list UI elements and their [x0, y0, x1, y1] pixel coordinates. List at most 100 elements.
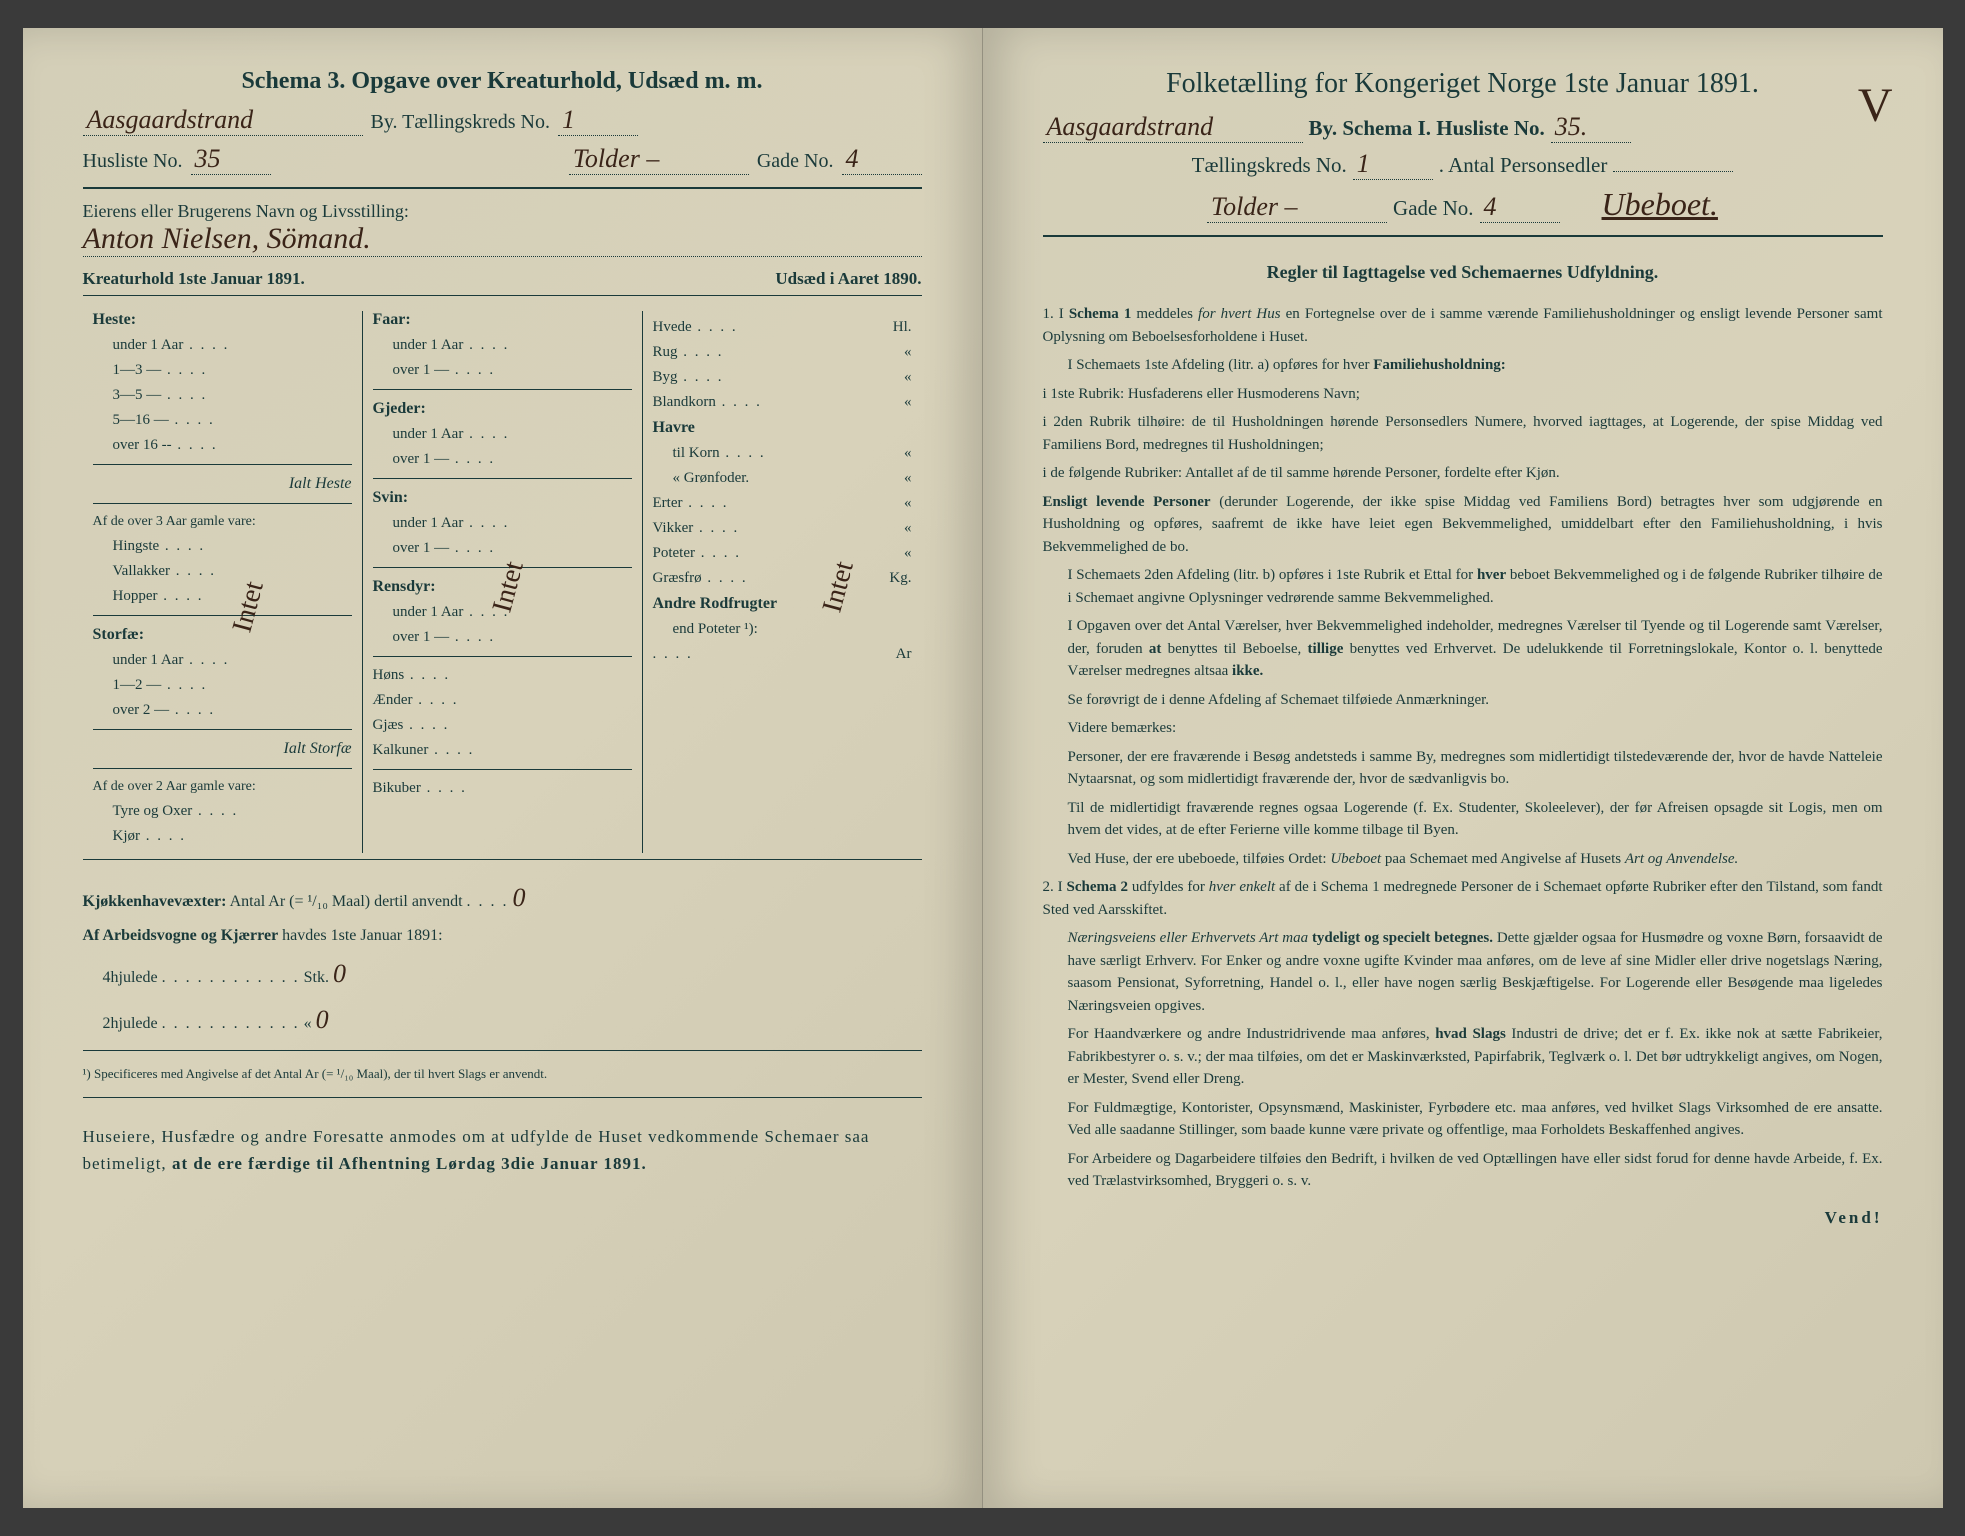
c2-r1: under 1 Aar: [393, 337, 510, 354]
rule-2: 2. I Schema 2 udfyldes for hver enkelt a…: [1043, 879, 1883, 918]
fourwheel-unit: Stk.: [304, 969, 329, 986]
c2-gjeder: Gjeder:: [373, 400, 632, 418]
fourwheel: 4hjulede: [103, 969, 158, 986]
left-byname-hw: Aasgaardstrand: [83, 105, 363, 136]
rule-1d: i de følgende Rubriker: Antallet af de t…: [1043, 465, 1560, 481]
left-by-label: By. Tællingskreds No.: [371, 111, 550, 134]
antal-field: [1613, 171, 1733, 172]
c1-sub2: Af de over 2 Aar gamle vare:: [93, 779, 352, 795]
right-kreds-hw: 1: [1353, 149, 1433, 180]
rule-2c: For Fuldmægtige, Kontorister, Opsynsmænd…: [1068, 1100, 1883, 1139]
col3: Intet HvedeHl. Rug« Byg« Blandkorn« Havr…: [643, 311, 922, 853]
rule-1l: Ved Huse, der ere ubeboede, tilføies Ord…: [1068, 851, 1739, 867]
left-husliste-hw: 35: [191, 144, 271, 175]
kjokken-hw: 0: [513, 883, 526, 912]
left-kreds-hw: 1: [558, 105, 638, 136]
schema3-title: Schema 3. Opgave over Kreaturhold, Udsæd…: [83, 68, 922, 95]
hr1: [83, 187, 922, 189]
c1-s1a: Hingste: [113, 538, 206, 555]
footer-text: Huseiere, Husfædre og andre Foresatte an…: [83, 1123, 922, 1177]
rule-1c: i 2den Rubrik tilhøire: de til Husholdni…: [1043, 414, 1883, 453]
c2-svin: Svin:: [373, 489, 632, 507]
kreatur-left: Kreaturhold 1ste Januar 1891.: [83, 269, 305, 289]
c1-sub1: Af de over 3 Aar gamle vare:: [93, 514, 352, 530]
c2-faar: Faar:: [373, 311, 632, 329]
twowheel-unit: «: [304, 1015, 312, 1032]
kjokken-label: Kjøkkenhavevæxter:: [83, 893, 227, 910]
right-gade-label: Gade No.: [1393, 196, 1473, 221]
right-kreds-label: Tællingskreds No.: [1192, 153, 1347, 178]
c3-u5b: «: [904, 470, 912, 487]
c2-bikuber: Bikuber: [373, 780, 467, 797]
rules-body: 1. I Schema 1 meddeles for hvert Hus en …: [1043, 303, 1883, 1193]
right-husliste-hw: 35.: [1551, 112, 1631, 143]
right-page: V Folketælling for Kongeriget Norge 1ste…: [983, 28, 1943, 1508]
c1-r4: 5—16 —: [113, 412, 215, 429]
left-gadeno-hw: 4: [842, 144, 922, 175]
left-page: Schema 3. Opgave over Kreaturhold, Udsæd…: [23, 28, 983, 1508]
c1-s1b: Vallakker: [113, 563, 216, 580]
hr3: [83, 859, 922, 860]
rule-1j: Personer, der ere fraværende i Besøg and…: [1068, 749, 1883, 788]
left-gade-label: Gade No.: [757, 150, 834, 173]
rule-1i: Videre bemærkes:: [1068, 720, 1177, 736]
regler-title: Regler til Iagttagelse ved Schemaernes U…: [1043, 262, 1883, 283]
arbeids-label: Af Arbeidsvogne og Kjærrer: [83, 927, 279, 944]
arbeids-text: havdes 1ste Januar 1891:: [282, 927, 442, 944]
c3-r6: Erter: [653, 495, 729, 512]
c2-r3: under 1 Aar: [393, 426, 510, 443]
hr4: [83, 1050, 922, 1051]
c3-havre: Havre: [653, 419, 912, 437]
c1-r5: over 16 --: [113, 437, 218, 454]
owner-label: Eierens eller Brugerens Navn og Livsstil…: [83, 201, 922, 222]
rule-1e: Ensligt levende Personer (derunder Loger…: [1043, 494, 1883, 555]
c2-kalkuner: Kalkuner: [373, 742, 475, 759]
c3-u2: «: [904, 344, 912, 361]
book-spread: Schema 3. Opgave over Kreaturhold, Udsæd…: [23, 28, 1943, 1508]
c3-u1: Hl.: [893, 319, 912, 336]
rule-2d: For Arbeidere og Dagarbeidere tilføies d…: [1068, 1151, 1883, 1190]
c3-r9: Græsfrø: [653, 570, 748, 587]
livestock-grid: Intet Heste: under 1 Aar 1—3 — 3—5 — 5—1…: [83, 311, 922, 853]
c3-r1: Hvede: [653, 319, 738, 336]
left-husliste-label: Husliste No.: [83, 150, 183, 173]
c3-rodfr: Andre Rodfrugter: [653, 595, 912, 613]
bottom-section: Kjøkkenhavevæxter: Antal Ar (= ¹/₁₀ Maal…: [83, 875, 922, 1044]
right-hdr2: Tællingskreds No. 1 . Antal Personsedler: [1043, 149, 1883, 180]
c3-r7: Vikker: [653, 520, 740, 537]
c1-r1: under 1 Aar: [113, 337, 230, 354]
col1: Intet Heste: under 1 Aar 1—3 — 3—5 — 5—1…: [83, 311, 363, 853]
kreatur-right: Udsæd i Aaret 1890.: [775, 269, 921, 289]
hr2: [83, 295, 922, 296]
big-v-hw: V: [1858, 78, 1893, 133]
kjokken-text: Antal Ar (= ¹/₁₀ Maal) dertil anvendt: [230, 893, 463, 910]
right-hr: [1043, 235, 1883, 237]
c1-s2b: Kjør: [113, 828, 187, 845]
c1-r3: 3—5 —: [113, 387, 208, 404]
twowheel: 2hjulede: [103, 1015, 158, 1032]
rule-1h: Se forøvrigt de i denne Afdeling af Sche…: [1068, 692, 1490, 708]
right-hdr1: Aasgaardstrand By. Schema I. Husliste No…: [1043, 112, 1883, 143]
c1-heste: Heste:: [93, 311, 352, 329]
c1-s2a: Tyre og Oxer: [113, 803, 239, 820]
rule-1g: I Opgaven over det Antal Værelser, hver …: [1068, 618, 1883, 679]
right-antal-label: . Antal Personsedler: [1439, 153, 1608, 178]
right-hdr3: Tolder – Gade No. 4 Ubeboet.: [1043, 186, 1883, 223]
c2-gjaes: Gjæs: [373, 717, 450, 734]
c2-aender: Ænder: [373, 692, 459, 709]
c1-r7: 1—2 —: [113, 677, 208, 694]
c3-u9: Kg.: [889, 570, 911, 587]
c3-r10a: end Poteter ¹):: [673, 621, 758, 638]
c1-ialt1: Ialt Heste: [93, 475, 352, 493]
c3-u7: «: [904, 520, 912, 537]
c3-r3: Byg: [653, 369, 724, 386]
c1-r6: under 1 Aar: [113, 652, 230, 669]
right-title: Folketælling for Kongeriget Norge 1ste J…: [1043, 68, 1883, 100]
c3-u5a: «: [904, 445, 912, 462]
c2-r4: over 1 —: [393, 451, 496, 468]
c2-hons: Høns: [373, 667, 451, 684]
footnote: ¹) Specificeres med Angivelse af det Ant…: [83, 1066, 922, 1082]
c3-u3: «: [904, 369, 912, 386]
c3-u8: «: [904, 545, 912, 562]
c2-r8: over 1 —: [393, 629, 496, 646]
